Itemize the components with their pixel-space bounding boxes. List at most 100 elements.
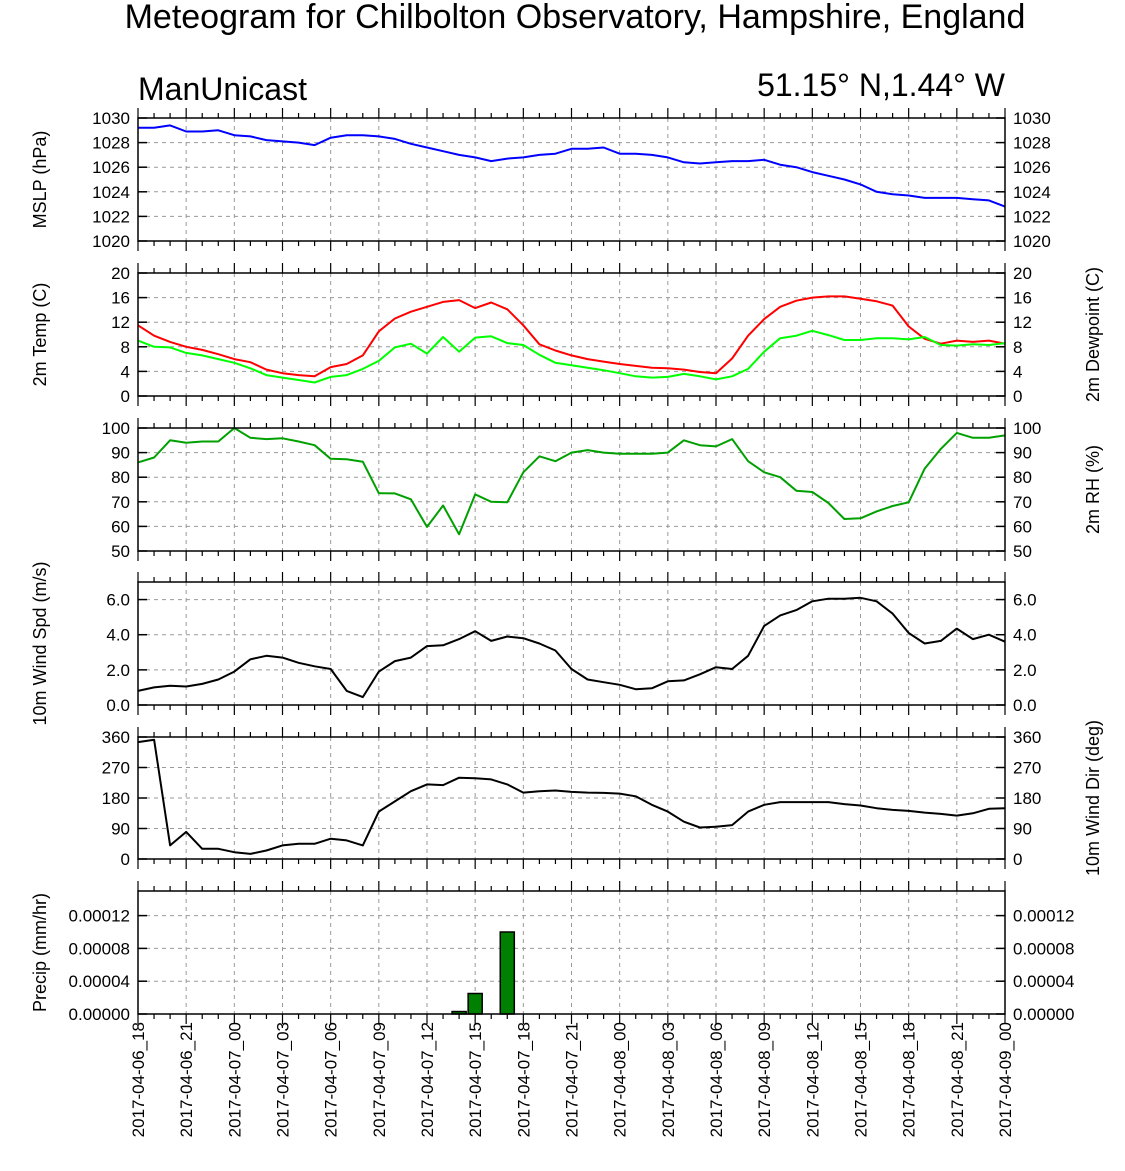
- y-tick-label-left: 1030: [92, 109, 130, 128]
- y-axis-label-left: Precip (mm/hr): [30, 893, 50, 1012]
- x-tick-label: 2017-04-08_00: [611, 1022, 630, 1137]
- y-tick-label-left: 360: [102, 728, 130, 747]
- y-tick-label-right: 12: [1013, 313, 1032, 332]
- y-tick-label-left: 8: [121, 338, 130, 357]
- y-tick-label-left: 16: [111, 289, 130, 308]
- x-tick-label: 2017-04-06_21: [177, 1022, 196, 1137]
- y-tick-label-left: 90: [111, 444, 130, 463]
- precip-bar: [467, 992, 483, 1015]
- y-tick-label-right: 360: [1013, 728, 1041, 747]
- x-tick-label: 2017-04-08_15: [852, 1022, 871, 1137]
- y-tick-label-left: 0.00000: [69, 1005, 130, 1024]
- series-line-1: [137, 295, 1006, 378]
- x-tick-label: 2017-04-07_00: [225, 1022, 244, 1137]
- series-line-1: [137, 738, 1006, 855]
- y-tick-label-left: 2.0: [106, 661, 130, 680]
- model-label: ManUnicast: [138, 71, 307, 107]
- x-tick-label: 2017-04-07_18: [514, 1022, 533, 1137]
- y-tick-label-left: 1022: [92, 207, 130, 226]
- y-tick-label-right: 0.0: [1013, 696, 1037, 715]
- series-line-1: [138, 124, 1006, 208]
- y-tick-label-right: 16: [1013, 289, 1032, 308]
- y-axis-label-right: 2m RH (%): [1083, 445, 1103, 534]
- x-axis: 2017-04-06_18 2017-04-06_21 2017-04-07_00 2…: [129, 1022, 1015, 1137]
- y-tick-label-left: 0: [121, 850, 130, 869]
- x-tick-label: 2017-04-07_09: [370, 1022, 389, 1137]
- chart-title: Meteogram for Chilbolton Observatory, Ha…: [125, 0, 1026, 36]
- y-tick-label-right: 1028: [1013, 134, 1051, 153]
- y-tick-label-left: 4: [121, 362, 130, 381]
- x-tick-label: 2017-04-07_21: [563, 1022, 582, 1137]
- y-tick-label-right: 6.0: [1013, 591, 1037, 610]
- x-tick-label: 2017-04-06_18: [129, 1022, 148, 1137]
- panel-1: 1020 1020 1022 1022 1024 1024 1026 1026 1028 1028…: [30, 108, 1051, 251]
- y-tick-label-right: 1026: [1013, 158, 1051, 177]
- series-line-1: [137, 427, 1006, 536]
- y-tick-label-left: 0.0: [106, 696, 130, 715]
- y-tick-label-left: 6.0: [106, 591, 130, 610]
- y-tick-label-left: 80: [111, 468, 130, 487]
- x-tick-label: 2017-04-09_00: [996, 1022, 1015, 1137]
- y-tick-label-left: 50: [111, 542, 130, 561]
- y-tick-label-right: 180: [1013, 789, 1041, 808]
- y-tick-label-right: 0.00012: [1013, 907, 1074, 926]
- y-tick-label-right: 80: [1013, 468, 1032, 487]
- y-tick-label-right: 1020: [1013, 232, 1051, 251]
- y-tick-label-left: 12: [111, 313, 130, 332]
- y-tick-label-left: 0: [121, 387, 130, 406]
- x-tick-label: 2017-04-08_06: [707, 1022, 726, 1137]
- y-axis-label-right: 2m Dewpoint (C): [1083, 267, 1103, 402]
- y-tick-label-right: 8: [1013, 338, 1022, 357]
- y-axis-label-left: MSLP (hPa): [30, 131, 50, 229]
- y-tick-label-left: 1020: [92, 232, 130, 251]
- x-tick-label: 2017-04-07_03: [274, 1022, 293, 1137]
- y-tick-label-left: 60: [111, 517, 130, 536]
- y-tick-label-left: 0.00004: [69, 972, 130, 991]
- y-tick-label-right: 60: [1013, 517, 1032, 536]
- y-tick-label-right: 0: [1013, 387, 1022, 406]
- y-tick-label-left: 90: [111, 820, 130, 839]
- y-tick-label-right: 90: [1013, 820, 1032, 839]
- location-label: 51.15° N,1.44° W: [757, 67, 1006, 103]
- y-axis-label-left: 10m Wind Spd (m/s): [30, 561, 50, 725]
- y-tick-label-left: 1026: [92, 158, 130, 177]
- y-tick-label-right: 270: [1013, 759, 1041, 778]
- panel-frame: [137, 581, 1006, 706]
- x-tick-label: 2017-04-08_09: [755, 1022, 774, 1137]
- precip-bar: [499, 931, 516, 1015]
- panel-frame: [137, 427, 1006, 552]
- y-tick-label-right: 0.00000: [1013, 1005, 1074, 1024]
- panel-2: 0 0 4 4 8 8 12 12 16 16 20 20 2m Temp (C) 2m Dewpoint…: [30, 263, 1103, 406]
- y-tick-label-right: 4.0: [1013, 626, 1037, 645]
- y-tick-label-left: 100: [102, 419, 130, 438]
- x-tick-label: 2017-04-08_12: [803, 1022, 822, 1137]
- panel-6: 0.00000 0.00000 0.00004 0.00004 0.00008 0.000…: [30, 881, 1074, 1024]
- y-tick-label-left: 180: [102, 789, 130, 808]
- y-tick-label-left: 270: [102, 759, 130, 778]
- series-line-2: [137, 329, 1006, 384]
- panel-frame: [137, 272, 1006, 397]
- y-tick-label-right: 1022: [1013, 207, 1051, 226]
- y-tick-label-left: 4.0: [106, 626, 130, 645]
- panel-5: 0 0 90 90 180 180 270 270 360 360 10m Wind Dir (de…: [102, 720, 1103, 876]
- y-tick-label-right: 1024: [1013, 183, 1051, 202]
- x-tick-label: 2017-04-08_03: [659, 1022, 678, 1137]
- y-tick-label-left: 20: [111, 264, 130, 283]
- y-axis-label-left: 2m Temp (C): [30, 283, 50, 387]
- x-tick-label: 2017-04-07_12: [418, 1022, 437, 1137]
- y-tick-label-right: 1030: [1013, 109, 1051, 128]
- x-tick-label: 2017-04-07_15: [466, 1022, 485, 1137]
- y-tick-label-right: 0: [1013, 850, 1022, 869]
- series-line-1: [137, 596, 1006, 699]
- panel-frame: [137, 117, 1006, 242]
- y-tick-label-left: 0.00012: [69, 907, 130, 926]
- y-tick-label-right: 70: [1013, 493, 1032, 512]
- panel-4: 0.0 0.0 2.0 2.0 4.0 4.0 6.0 6.0 10m Wind Spd (m/…: [30, 561, 1037, 725]
- y-tick-label-right: 20: [1013, 264, 1032, 283]
- panels-layer: 1020 1020 1022 1022 1024 1024 1026 1026 1028 1028…: [30, 108, 1103, 1024]
- x-tick-label: 2017-04-07_06: [322, 1022, 341, 1137]
- panel-frame: [137, 736, 1006, 860]
- panel-3: 50 50 60 60 70 70 80 80 90 90 100 100 2m RH (%): [102, 418, 1103, 561]
- y-tick-label-right: 0.00008: [1013, 939, 1074, 958]
